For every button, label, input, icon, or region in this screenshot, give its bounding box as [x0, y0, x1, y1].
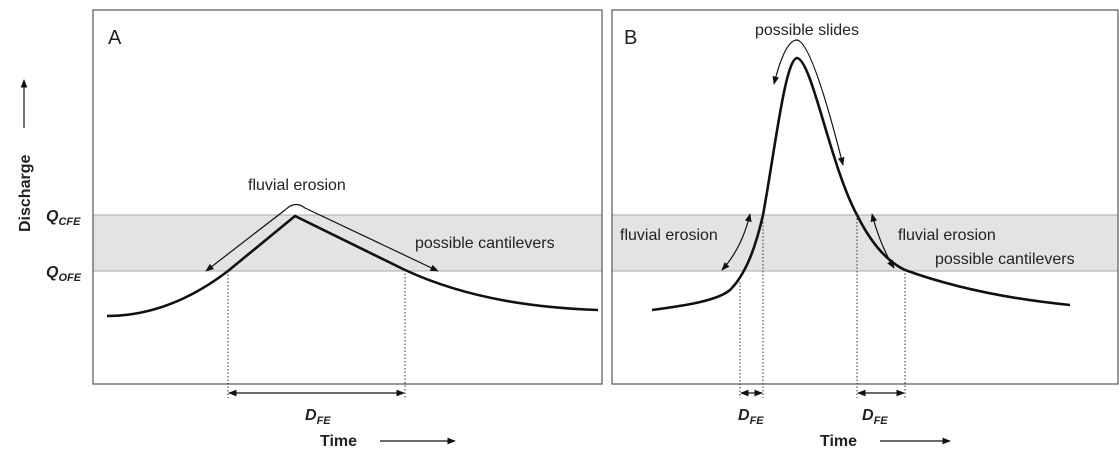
annotation: possible cantilevers [415, 235, 555, 252]
level-label: QOFE [46, 264, 82, 284]
arrow [772, 39, 845, 166]
panel-frame [92, 9, 603, 385]
hydrograph [651, 56, 1071, 312]
x-axis-label: Time [320, 433, 357, 450]
duration-label: DFE [862, 407, 888, 427]
annotation: possible cantilevers [935, 251, 1075, 268]
annotation: fluvial erosion [620, 227, 718, 244]
panel-frame [611, 9, 1119, 385]
arrow [721, 213, 752, 271]
x-axis-label: Time [820, 433, 857, 450]
arrow [205, 203, 439, 272]
band [611, 214, 1119, 272]
arrow [870, 213, 895, 269]
annotation: fluvial erosion [898, 227, 996, 244]
panel-label: B [624, 27, 637, 49]
panel-label: A [108, 27, 122, 49]
duration-label: DFE [738, 407, 764, 427]
annotation: possible slides [755, 22, 859, 39]
y-axis-label: Discharge [17, 155, 34, 232]
annotation: fluvial erosion [248, 177, 346, 194]
level-label: QCFE [46, 208, 81, 228]
duration-label: DFE [305, 407, 331, 427]
